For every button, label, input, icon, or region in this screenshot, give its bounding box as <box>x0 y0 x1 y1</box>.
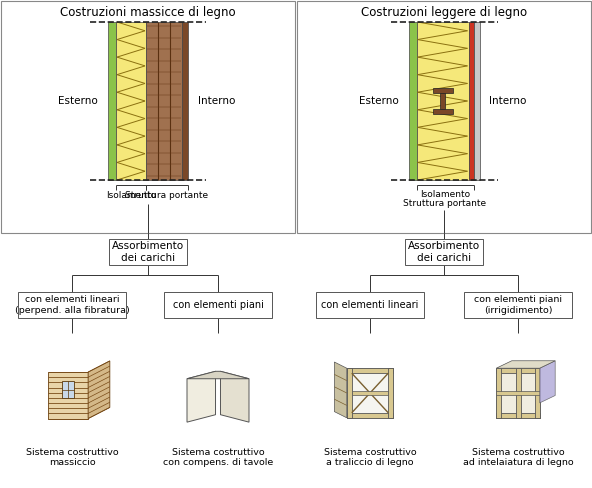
Bar <box>182 22 188 180</box>
Bar <box>496 413 540 418</box>
Text: Esterno: Esterno <box>58 96 98 106</box>
Bar <box>62 382 74 398</box>
Bar <box>109 239 187 265</box>
Polygon shape <box>187 371 215 422</box>
Text: Sistema costruttivo
a traliccio di legno: Sistema costruttivo a traliccio di legno <box>324 448 416 468</box>
Text: Assorbimento
dei carichi: Assorbimento dei carichi <box>408 241 480 263</box>
Bar <box>474 22 480 180</box>
Bar <box>535 368 540 418</box>
Polygon shape <box>187 371 249 379</box>
Bar <box>496 368 540 418</box>
Bar <box>146 22 182 180</box>
Bar <box>417 22 468 180</box>
Text: con elementi lineari
(perpend. alla fibratura): con elementi lineari (perpend. alla fibr… <box>15 295 130 315</box>
Bar <box>108 22 116 180</box>
Text: con elementi piani
(irrigidimento): con elementi piani (irrigidimento) <box>474 295 562 315</box>
Bar <box>440 93 445 109</box>
Text: Interno: Interno <box>490 96 527 106</box>
Bar <box>347 368 352 418</box>
Text: Sistema costruttivo
con compens. di tavole: Sistema costruttivo con compens. di tavo… <box>163 448 273 468</box>
Bar <box>347 368 393 418</box>
Text: Sistema costruttivo
ad intelaiatura di legno: Sistema costruttivo ad intelaiatura di l… <box>463 448 573 468</box>
Text: Assorbimento
dei carichi: Assorbimento dei carichi <box>112 241 184 263</box>
Bar <box>388 368 393 418</box>
Polygon shape <box>88 361 110 419</box>
Bar <box>496 368 501 418</box>
Bar <box>18 292 126 318</box>
Bar <box>496 391 540 395</box>
Bar <box>408 22 417 180</box>
Bar <box>496 368 540 373</box>
Polygon shape <box>334 362 347 418</box>
Bar <box>297 1 591 233</box>
Bar <box>352 391 388 395</box>
Polygon shape <box>496 361 555 368</box>
Bar <box>468 22 474 180</box>
Text: con elementi piani: con elementi piani <box>172 300 263 310</box>
Bar <box>433 109 452 114</box>
Text: Costruzioni massicce di legno: Costruzioni massicce di legno <box>60 6 236 19</box>
Text: Esterno: Esterno <box>359 96 398 106</box>
Polygon shape <box>540 361 555 403</box>
Text: Struttura portante: Struttura portante <box>403 199 487 208</box>
Text: Struttura portante: Struttura portante <box>126 191 208 200</box>
Bar <box>1 1 295 233</box>
Text: Sistema costruttivo
massiccio: Sistema costruttivo massiccio <box>25 448 118 468</box>
Bar <box>347 368 393 373</box>
Text: Costruzioni leggere di legno: Costruzioni leggere di legno <box>361 6 527 19</box>
Polygon shape <box>220 371 249 422</box>
Text: Interno: Interno <box>198 96 236 106</box>
Bar <box>347 413 393 418</box>
Text: Isolamento: Isolamento <box>420 190 470 199</box>
Bar <box>48 372 88 419</box>
Bar <box>164 292 272 318</box>
Text: con elementi lineari: con elementi lineari <box>321 300 419 310</box>
Bar <box>116 22 146 180</box>
Bar <box>316 292 424 318</box>
Text: Isolamento: Isolamento <box>106 191 156 200</box>
Bar <box>433 88 452 93</box>
Bar <box>464 292 572 318</box>
Bar <box>405 239 483 265</box>
Bar <box>516 368 520 418</box>
